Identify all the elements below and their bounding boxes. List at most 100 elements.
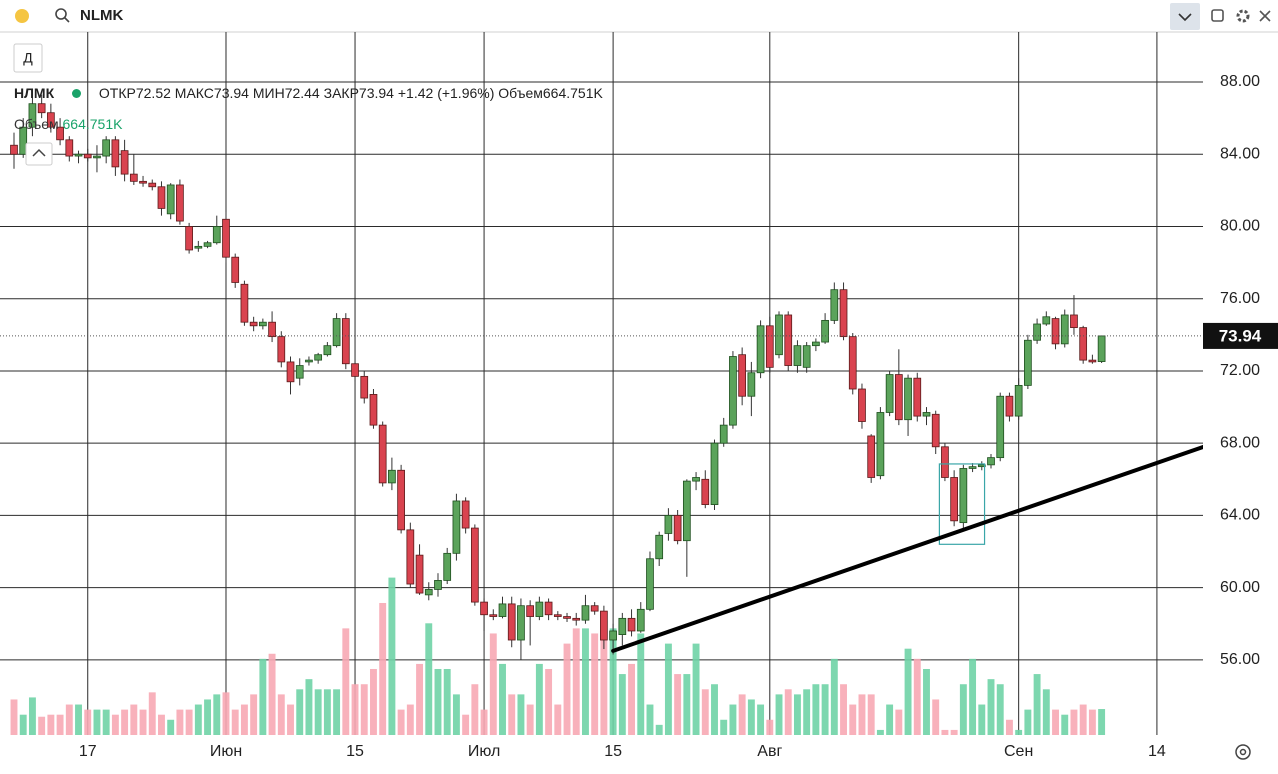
chevron	[1178, 13, 1192, 22]
candle-body	[987, 457, 995, 466]
collapse-chevron	[32, 148, 46, 157]
candle-body	[305, 359, 313, 363]
search-text[interactable]: NLMK	[80, 7, 123, 24]
volume-value: 664.751K	[62, 116, 123, 132]
candle-body	[1088, 359, 1097, 363]
candle-body	[775, 314, 783, 356]
volume-bar	[941, 729, 949, 735]
candle-body	[56, 126, 64, 141]
volume-bar	[240, 704, 248, 735]
candle-body	[590, 605, 599, 612]
x-tick-label: 14	[1148, 743, 1166, 760]
candle-body	[894, 374, 903, 421]
candle-body	[102, 139, 111, 157]
y-tick-label: 76.00	[1220, 290, 1260, 307]
volume-bar	[56, 714, 64, 735]
volume-bar	[379, 602, 387, 735]
candle-body	[111, 139, 120, 168]
candle-body	[1014, 384, 1023, 417]
high-label: МАКС	[174, 85, 214, 101]
candle-body	[922, 412, 931, 417]
candle-body	[682, 480, 691, 542]
y-tick-label: 56.00	[1220, 651, 1260, 668]
low-label: МИН	[252, 85, 285, 101]
candle-body	[314, 354, 323, 361]
candle-body	[950, 477, 958, 522]
settings-icon[interactable]	[1236, 9, 1250, 23]
y-tick-label: 60.00	[1220, 579, 1260, 596]
volume-bar	[28, 697, 36, 735]
volume-bar	[1033, 674, 1041, 735]
volume-bar	[351, 684, 359, 735]
x-tick-label: 17	[79, 743, 97, 760]
change-pct: (+1.96%)	[437, 85, 495, 101]
candle-body	[323, 345, 332, 356]
volume-bar	[618, 674, 626, 735]
candle-body	[876, 412, 885, 477]
candle-body	[996, 395, 1005, 459]
candle-body	[37, 103, 46, 114]
window-dot[interactable]	[15, 9, 29, 23]
volume-bar	[840, 684, 847, 735]
box-annotation	[938, 463, 986, 545]
volume-bar	[637, 633, 645, 735]
volume-bar	[582, 628, 589, 735]
last-price-tag	[1203, 322, 1278, 349]
candle-body	[553, 614, 562, 617]
maximize-icon[interactable]	[1211, 9, 1224, 22]
candle-body	[93, 155, 101, 159]
volume-bar	[176, 709, 184, 735]
y-tick-label: 80.00	[1220, 218, 1260, 235]
volume-bar	[194, 704, 202, 735]
interval-button[interactable]	[13, 43, 43, 73]
volume-bar	[646, 704, 654, 735]
candle-body	[194, 245, 203, 249]
y-tick-label: 64.00	[1220, 507, 1260, 524]
volume-bar	[904, 648, 912, 735]
volume-bar	[886, 704, 894, 735]
volume-bar	[167, 719, 175, 735]
interval-label: Д	[23, 50, 33, 66]
volume-bar	[535, 663, 543, 735]
candle-body	[360, 375, 369, 399]
candle-body	[434, 580, 442, 590]
volume-bar	[93, 709, 101, 735]
candle-body	[885, 374, 894, 413]
volume-bar	[287, 704, 294, 735]
status-dot	[72, 89, 82, 98]
candle-body	[517, 605, 525, 641]
volume-bar	[65, 704, 73, 735]
volume-bar	[416, 663, 424, 735]
legend: НЛМК ОТКР72.52 МАКС73.94 МИН72.44 ЗАКР73…	[14, 85, 603, 101]
volume-bar	[333, 689, 341, 735]
candle-body	[341, 318, 350, 365]
volume-bar	[323, 689, 331, 735]
search-icon[interactable]	[55, 8, 67, 20]
volume-bar	[932, 699, 940, 735]
candle-body	[719, 424, 728, 444]
candle-body	[646, 558, 654, 610]
volume-bar	[425, 623, 433, 735]
axis-settings-dot	[1239, 748, 1247, 756]
candle-body	[636, 608, 645, 632]
dropdown-button[interactable]	[1170, 3, 1200, 30]
volume-bar	[563, 643, 571, 735]
volume-bar	[213, 694, 221, 735]
candle-body	[526, 605, 535, 617]
candle-body	[139, 180, 147, 184]
candle-body	[83, 153, 92, 159]
volume-label: Объем	[498, 85, 543, 101]
volume-bar	[406, 704, 414, 735]
volume-bar	[471, 684, 479, 735]
close-icon[interactable]	[1259, 10, 1271, 22]
candle-body	[563, 616, 571, 619]
volume-bar	[158, 714, 165, 735]
volume-bar	[296, 689, 304, 735]
collapse-button[interactable]	[25, 142, 53, 166]
candle-body	[729, 356, 737, 426]
volume-bar	[830, 658, 838, 735]
axis-settings[interactable]	[1235, 744, 1251, 760]
candle-body	[1051, 318, 1060, 345]
y-tick-label: 84.00	[1220, 145, 1260, 162]
candle-body	[701, 478, 710, 505]
